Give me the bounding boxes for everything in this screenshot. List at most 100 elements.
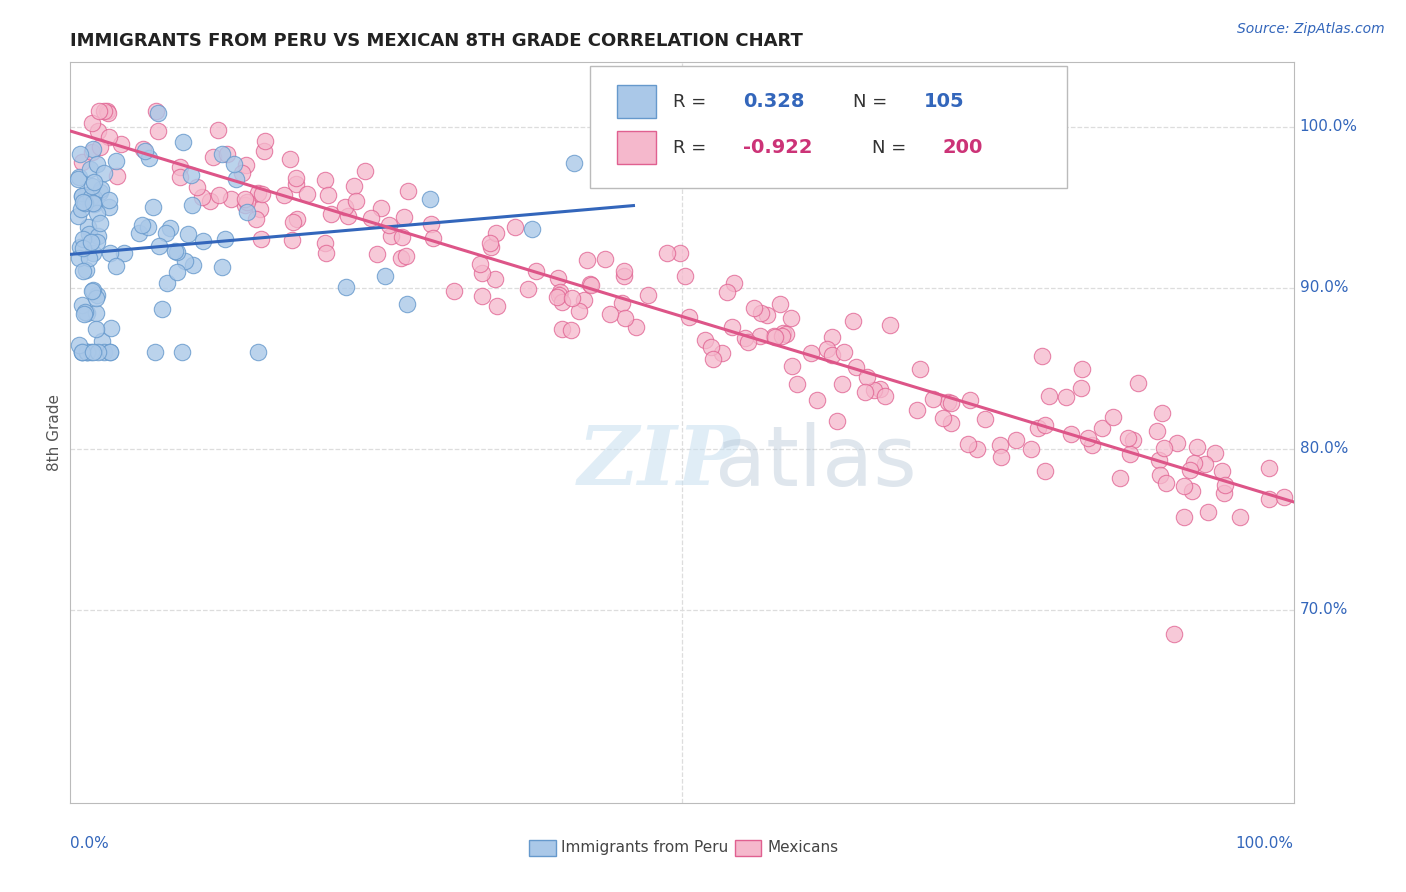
- Point: [988, 437, 1011, 451]
- Point: [211, 146, 233, 161]
- Point: [1070, 362, 1092, 376]
- Point: [547, 271, 569, 285]
- Point: [548, 285, 571, 299]
- Point: [845, 360, 868, 375]
- Point: [82, 284, 104, 298]
- Point: [599, 307, 621, 321]
- Point: [142, 201, 165, 215]
- Point: [169, 161, 191, 175]
- Point: [82, 145, 104, 159]
- Point: [471, 289, 494, 303]
- Point: [782, 359, 804, 374]
- Point: [105, 169, 128, 183]
- Point: [174, 254, 197, 268]
- Point: [353, 164, 375, 178]
- Point: [72, 232, 94, 246]
- Point: [1213, 477, 1236, 491]
- Point: [110, 136, 132, 151]
- Point: [1077, 431, 1099, 445]
- Point: [1258, 491, 1281, 506]
- Point: [394, 210, 416, 224]
- Point: [395, 249, 418, 263]
- Text: 0.0%: 0.0%: [70, 836, 110, 851]
- Point: [1197, 505, 1219, 519]
- Point: [281, 233, 304, 247]
- Point: [422, 231, 444, 245]
- Point: [612, 296, 634, 310]
- Point: [832, 344, 855, 359]
- Point: [637, 288, 659, 302]
- Point: [344, 194, 367, 209]
- Point: [105, 259, 128, 273]
- Point: [1173, 510, 1195, 524]
- Point: [938, 395, 960, 409]
- Point: [905, 403, 928, 417]
- Point: [181, 198, 204, 212]
- Point: [485, 299, 508, 313]
- Point: [86, 287, 108, 301]
- Point: [273, 187, 295, 202]
- Point: [143, 345, 166, 359]
- Point: [734, 331, 756, 345]
- Point: [1054, 391, 1077, 405]
- Point: [1128, 376, 1150, 391]
- Point: [391, 230, 413, 244]
- Point: [83, 175, 105, 189]
- Point: [86, 322, 108, 336]
- Point: [1187, 440, 1209, 454]
- Point: [80, 345, 103, 359]
- Point: [131, 142, 153, 156]
- Point: [1153, 441, 1175, 455]
- Point: [247, 345, 270, 359]
- Text: IMMIGRANTS FROM PERU VS MEXICAN 8TH GRADE CORRELATION CHART: IMMIGRANTS FROM PERU VS MEXICAN 8TH GRAD…: [70, 32, 803, 50]
- Point: [72, 241, 94, 255]
- Point: [250, 232, 273, 246]
- Point: [72, 264, 94, 278]
- Point: [614, 311, 637, 326]
- Point: [966, 442, 988, 457]
- Point: [90, 182, 112, 196]
- Point: [973, 411, 995, 425]
- Point: [522, 222, 544, 236]
- Point: [97, 105, 120, 120]
- Point: [374, 269, 396, 284]
- Point: [939, 395, 962, 409]
- Point: [231, 166, 253, 180]
- Point: [250, 186, 273, 201]
- Text: R =: R =: [673, 138, 713, 157]
- Point: [93, 103, 115, 118]
- Point: [749, 328, 772, 343]
- Point: [67, 170, 90, 185]
- Point: [1180, 463, 1202, 477]
- Point: [908, 361, 931, 376]
- Point: [166, 265, 188, 279]
- Point: [236, 205, 259, 219]
- Point: [75, 262, 97, 277]
- Point: [86, 235, 108, 250]
- Point: [86, 156, 108, 170]
- Point: [98, 246, 121, 260]
- Point: [319, 207, 342, 221]
- Point: [87, 228, 110, 243]
- Text: Mexicans: Mexicans: [768, 839, 838, 855]
- Point: [128, 226, 150, 240]
- Point: [831, 377, 853, 392]
- Point: [69, 240, 91, 254]
- Point: [191, 189, 214, 203]
- Point: [214, 232, 236, 246]
- Point: [233, 197, 256, 211]
- Text: -0.922: -0.922: [744, 138, 813, 157]
- Point: [1182, 456, 1205, 470]
- Point: [89, 185, 111, 199]
- Point: [581, 278, 603, 293]
- Point: [72, 188, 94, 202]
- Point: [155, 277, 177, 291]
- Point: [1070, 380, 1092, 394]
- Point: [678, 310, 700, 324]
- Point: [297, 187, 319, 202]
- Point: [815, 343, 838, 357]
- Point: [281, 215, 304, 229]
- Point: [219, 192, 242, 206]
- Point: [191, 234, 214, 248]
- Text: Source: ZipAtlas.com: Source: ZipAtlas.com: [1237, 22, 1385, 37]
